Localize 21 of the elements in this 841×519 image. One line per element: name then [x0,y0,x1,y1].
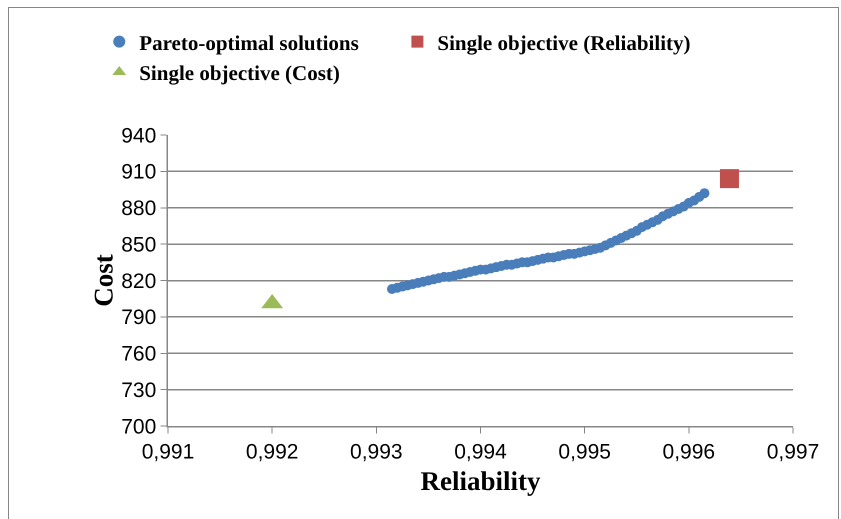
y-tick-label: 910 [121,160,156,184]
x-tick-label: 0,992 [246,440,298,464]
y-tick-label: 760 [121,342,156,366]
x-tick-label: 0,996 [662,440,716,464]
y-tick-label: 850 [121,233,156,256]
y-tick-label: 940 [121,124,156,148]
legend-label: Single objective (Cost) [139,61,340,86]
y-tick-label: 880 [121,197,156,220]
x-tick-label: 0,994 [454,440,508,464]
x-tick-label: 0,997 [766,440,820,464]
x-tick-label: 0,995 [558,440,611,464]
x-axis-title: Reliability [420,466,541,496]
x-tick-label: 0,993 [350,440,403,464]
y-tick-label: 790 [121,306,156,330]
x-tick-label: 0,991 [142,440,194,464]
legend-label: Pareto-optimal solutions [139,30,359,55]
y-axis-title: Cost [88,254,119,307]
y-tick-label: 730 [121,378,156,402]
legend-label: Single objective (Reliability) [437,30,691,55]
y-tick-label: 700 [121,415,156,438]
y-tick-label: 820 [121,270,156,293]
